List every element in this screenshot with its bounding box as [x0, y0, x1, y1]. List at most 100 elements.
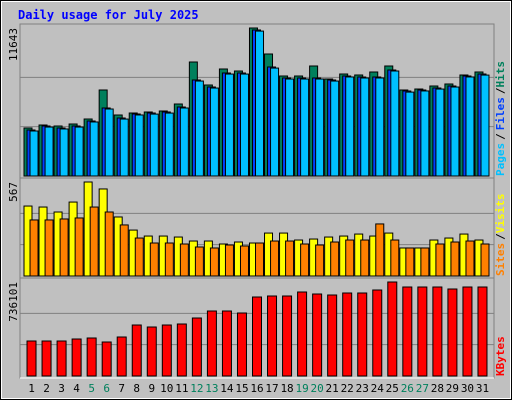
bar	[432, 286, 443, 377]
bar	[134, 114, 144, 177]
bar	[342, 292, 353, 377]
bar	[285, 240, 295, 277]
bar	[104, 108, 114, 177]
bar	[420, 90, 430, 177]
bar	[149, 242, 159, 277]
legend-entry: Hits	[494, 61, 507, 88]
bar	[390, 70, 400, 177]
bar	[89, 121, 99, 177]
legend-entry: Pages	[494, 143, 507, 176]
bar	[209, 247, 219, 277]
legend-separator: /	[494, 87, 507, 94]
bar	[146, 326, 157, 377]
bar	[435, 243, 445, 277]
x-tick-label: 27	[416, 382, 429, 395]
y-tick-label: 736101	[7, 282, 20, 322]
x-tick-label: 19	[295, 382, 308, 395]
legend: Sites /Visits	[494, 194, 507, 277]
bar	[285, 78, 295, 177]
bar	[164, 112, 174, 177]
bar	[315, 244, 325, 277]
bar	[224, 73, 234, 177]
legend-separator: /	[494, 133, 507, 140]
bar	[255, 242, 265, 277]
bar	[375, 77, 385, 177]
bar	[134, 237, 144, 277]
bar	[239, 73, 249, 177]
legend: Pages/Files/Hits	[494, 61, 507, 176]
y-tick-label: 567	[7, 182, 20, 202]
bar	[252, 296, 262, 377]
bar	[417, 286, 428, 377]
bar	[270, 240, 280, 277]
bar	[420, 247, 430, 277]
bar	[86, 337, 97, 377]
x-tick-label: 22	[341, 382, 354, 395]
bar	[360, 239, 370, 277]
bar	[161, 324, 172, 377]
bar	[267, 295, 278, 377]
bar	[405, 91, 415, 177]
x-tick-label: 21	[326, 382, 339, 395]
bar	[315, 78, 325, 177]
bar	[282, 295, 293, 377]
legend: KBytes	[494, 336, 507, 376]
bar	[176, 323, 187, 377]
x-tick-label: 7	[118, 382, 125, 395]
x-tick-label: 25	[386, 382, 399, 395]
y-tick-label: 11643	[7, 28, 20, 61]
x-tick-label: 29	[446, 382, 459, 395]
x-tick-label: 20	[311, 382, 324, 395]
bar	[101, 341, 112, 377]
x-tick-label: 28	[431, 382, 444, 395]
x-tick-label: 18	[280, 382, 293, 395]
bar	[405, 247, 415, 277]
bar	[300, 243, 310, 277]
bar	[270, 67, 280, 177]
bar	[104, 211, 114, 277]
x-tick-label: 26	[401, 382, 414, 395]
x-tick-label: 13	[205, 382, 218, 395]
bar	[255, 30, 265, 177]
bar	[465, 240, 475, 277]
legend-separator: /	[494, 233, 507, 240]
x-tick-label: 1	[28, 382, 35, 395]
bar	[447, 288, 458, 377]
x-tick-label: 14	[220, 382, 234, 395]
x-tick-label: 11	[175, 382, 188, 395]
x-tick-label: 3	[58, 382, 65, 395]
bar	[360, 77, 370, 177]
bar	[29, 219, 39, 277]
bar	[387, 281, 398, 377]
bar	[119, 224, 129, 277]
x-tick-label: 15	[235, 382, 248, 395]
bar	[209, 87, 219, 177]
bar	[357, 292, 368, 377]
bar	[390, 239, 400, 277]
bar	[44, 126, 54, 177]
bar	[480, 243, 490, 277]
bar	[375, 223, 385, 277]
bar	[149, 113, 159, 177]
bar	[330, 80, 340, 177]
bar	[402, 286, 413, 377]
bar	[56, 340, 67, 377]
x-tick-label: 31	[476, 382, 489, 395]
bar	[59, 218, 69, 277]
bar	[131, 324, 142, 377]
x-tick-label: 8	[133, 382, 140, 395]
x-tick-label: 2	[43, 382, 50, 395]
bar	[477, 286, 488, 377]
x-tick-label: 17	[265, 382, 278, 395]
bar	[221, 310, 232, 377]
bar	[116, 336, 127, 377]
x-tick-label: 24	[371, 382, 385, 395]
bar	[29, 130, 39, 177]
legend-entry: Sites	[494, 243, 507, 276]
bar	[236, 312, 247, 377]
chart-title: Daily usage for July 2025	[18, 8, 199, 22]
x-tick-label: 16	[250, 382, 263, 395]
bar	[89, 206, 99, 277]
x-tick-label: 5	[88, 382, 95, 395]
